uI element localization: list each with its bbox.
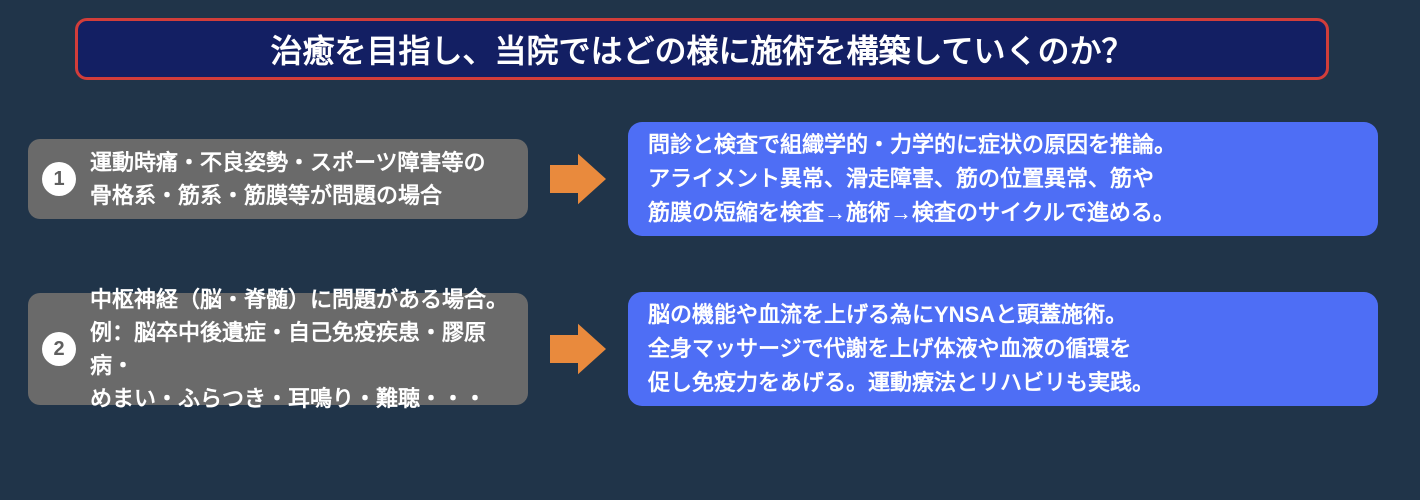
text-line: 脳の機能や血流を上げる為にYNSAと頭蓋施術。 xyxy=(648,298,1154,332)
arrow-right-icon xyxy=(550,151,606,207)
condition-box-1: 1 運動時痛・不良姿勢・スポーツ障害等の 骨格系・筋系・筋膜等が問題の場合 xyxy=(28,139,528,219)
text-line: 促し免疫力をあげる。運動療法とリハビリも実践。 xyxy=(648,366,1154,400)
page-title-text: 治癒を目指し、当院ではどの様に施術を構築していくのか？ xyxy=(270,26,1133,72)
text-line: 中枢神経（脳・脊髄）に問題がある場合。 xyxy=(90,283,514,316)
condition-text-2: 中枢神経（脳・脊髄）に問題がある場合。 例：脳卒中後遺症・自己免疫疾患・膠原病・… xyxy=(90,283,514,415)
row-2: 2 中枢神経（脳・脊髄）に問題がある場合。 例：脳卒中後遺症・自己免疫疾患・膠原… xyxy=(28,292,1378,406)
approach-text-2: 脳の機能や血流を上げる為にYNSAと頭蓋施術。 全身マッサージで代謝を上げ体液や… xyxy=(648,298,1154,400)
page-root: 治癒を目指し、当院ではどの様に施術を構築していくのか？ 1 運動時痛・不良姿勢・… xyxy=(0,0,1420,500)
condition-text-1: 運動時痛・不良姿勢・スポーツ障害等の 骨格系・筋系・筋膜等が問題の場合 xyxy=(90,146,486,212)
condition-box-2: 2 中枢神経（脳・脊髄）に問題がある場合。 例：脳卒中後遺症・自己免疫疾患・膠原… xyxy=(28,293,528,405)
text-line: アライメント異常、滑走障害、筋の位置異常、筋や xyxy=(648,162,1176,196)
page-title: 治癒を目指し、当院ではどの様に施術を構築していくのか？ xyxy=(75,18,1329,80)
text-line: 問診と検査で組織学的・力学的に症状の原因を推論。 xyxy=(648,128,1176,162)
text-line: 例：脳卒中後遺症・自己免疫疾患・膠原病・ xyxy=(90,316,514,382)
badge-number: 1 xyxy=(53,168,64,191)
approach-box-2: 脳の機能や血流を上げる為にYNSAと頭蓋施術。 全身マッサージで代謝を上げ体液や… xyxy=(628,292,1378,406)
text-line: 運動時痛・不良姿勢・スポーツ障害等の xyxy=(90,146,486,179)
number-badge-1: 1 xyxy=(42,162,76,196)
approach-box-1: 問診と検査で組織学的・力学的に症状の原因を推論。 アライメント異常、滑走障害、筋… xyxy=(628,122,1378,236)
number-badge-2: 2 xyxy=(42,332,76,366)
arrow-right-icon xyxy=(550,321,606,377)
text-line: 筋膜の短縮を検査→施術→検査のサイクルで進める。 xyxy=(648,196,1176,230)
text-line: 全身マッサージで代謝を上げ体液や血液の循環を xyxy=(648,332,1154,366)
row-1: 1 運動時痛・不良姿勢・スポーツ障害等の 骨格系・筋系・筋膜等が問題の場合 問診… xyxy=(28,122,1378,236)
text-line: 骨格系・筋系・筋膜等が問題の場合 xyxy=(90,179,486,212)
text-line: めまい・ふらつき・耳鳴り・難聴・・・ xyxy=(90,382,514,415)
approach-text-1: 問診と検査で組織学的・力学的に症状の原因を推論。 アライメント異常、滑走障害、筋… xyxy=(648,128,1176,230)
badge-number: 2 xyxy=(53,338,64,361)
